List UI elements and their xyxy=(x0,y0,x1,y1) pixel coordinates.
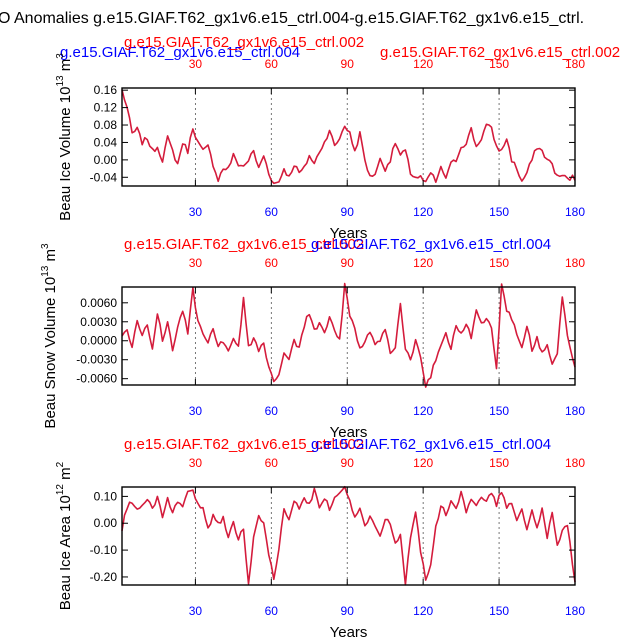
y-axis-title-text: Beau Ice Volume 10 xyxy=(57,87,74,221)
y-tick-label: -0.10 xyxy=(90,543,118,557)
y-axis-title-unit: m xyxy=(42,249,59,266)
x-axis-title: Years xyxy=(330,424,368,441)
case-title: g.e15.GIAF.T62_gx1v6.e15_ctrl.002 xyxy=(124,436,364,453)
x-axis-title: Years xyxy=(330,624,368,638)
y-tick-label: 0.12 xyxy=(94,101,118,115)
x-tick-label-bottom: 120 xyxy=(413,205,433,219)
x-tick-label-top: 180 xyxy=(565,456,585,470)
x-tick-label-bottom: 150 xyxy=(489,205,509,219)
y-tick-label: 0.00 xyxy=(94,153,118,167)
case-title: g.e15.GIAF.T62_gx1v6.e15_ctrl.004 xyxy=(311,436,551,453)
y-axis-title: Beau Ice Volume 1013 m3 xyxy=(55,53,74,221)
x-tick-label-top: 120 xyxy=(413,456,433,470)
series-line xyxy=(121,282,576,388)
y-axis-title-exp: 13 xyxy=(40,265,51,277)
x-tick-label-top: 90 xyxy=(341,256,355,270)
x-tick-label-bottom: 60 xyxy=(265,205,279,219)
y-axis-title: Beau Snow Volume 1013 m3 xyxy=(40,243,59,429)
case-title: g.e15.GIAF.T62_gx1v6.e15_ctrl.004 xyxy=(60,44,300,61)
y-axis-title-unit-exp: 3 xyxy=(40,243,51,249)
y-axis-title-unit-exp: 3 xyxy=(55,53,66,59)
case-title: g.e15.GIAF.T62_gx1v6.e15_ctrl.002 xyxy=(380,44,620,61)
x-tick-label-top: 150 xyxy=(489,456,509,470)
x-tick-label-top: 150 xyxy=(489,256,509,270)
x-tick-label-top: 90 xyxy=(341,57,355,71)
x-tick-label-top: 60 xyxy=(265,57,279,71)
y-tick-label: 0.16 xyxy=(94,83,118,97)
case-title: g.e15.GIAF.T62_gx1v6.e15_ctrl.004 xyxy=(311,236,551,253)
x-axis-title: Years xyxy=(330,225,368,242)
x-tick-label-bottom: 60 xyxy=(265,404,279,418)
x-tick-label-bottom: 150 xyxy=(489,404,509,418)
y-tick-label: -0.20 xyxy=(90,570,118,584)
panel-beau-ice-volume: g.e15.GIAF.T62_gx1v6.e15_ctrl.004g.e15.G… xyxy=(55,34,620,242)
series-line xyxy=(121,485,576,586)
x-tick-label-top: 120 xyxy=(413,256,433,270)
y-tick-label: -0.04 xyxy=(90,170,118,184)
x-tick-label-top: 180 xyxy=(565,256,585,270)
y-axis-title-text: Beau Ice Area 10 xyxy=(57,495,74,610)
x-tick-label-bottom: 90 xyxy=(341,604,355,618)
y-tick-label: 0.04 xyxy=(94,135,118,149)
x-tick-label-bottom: 180 xyxy=(565,404,585,418)
y-tick-label: 0.0060 xyxy=(80,296,117,310)
x-tick-label-top: 60 xyxy=(265,456,279,470)
y-tick-label: 0.08 xyxy=(94,118,118,132)
case-title: g.e15.GIAF.T62_gx1v6.e15_ctrl.002 xyxy=(124,236,364,253)
x-tick-label-bottom: 120 xyxy=(413,404,433,418)
y-tick-label: -0.0030 xyxy=(76,353,117,367)
x-tick-label-bottom: 120 xyxy=(413,604,433,618)
x-tick-label-top: 180 xyxy=(565,57,585,71)
series-line xyxy=(121,89,576,185)
y-axis-title-unit-exp: 2 xyxy=(55,461,66,467)
y-tick-label: 0.0000 xyxy=(80,334,117,348)
x-tick-label-bottom: 30 xyxy=(189,205,203,219)
y-tick-label: 0.00 xyxy=(94,516,118,530)
y-tick-label: 0.0030 xyxy=(80,315,117,329)
y-axis-title-exp: 12 xyxy=(55,484,66,496)
panel-beau-ice-area: g.e15.GIAF.T62_gx1v6.e15_ctrl.002g.e15.G… xyxy=(55,436,585,638)
x-tick-label-bottom: 90 xyxy=(341,205,355,219)
x-tick-label-bottom: 180 xyxy=(565,604,585,618)
y-axis-title-exp: 13 xyxy=(55,75,66,87)
x-tick-label-top: 30 xyxy=(189,57,203,71)
y-axis-title-text: Beau Snow Volume 10 xyxy=(42,277,59,429)
y-axis-title-unit: m xyxy=(57,59,74,76)
plot-frame xyxy=(121,486,576,586)
x-tick-label-bottom: 180 xyxy=(565,205,585,219)
x-tick-label-top: 150 xyxy=(489,57,509,71)
y-tick-label: 0.10 xyxy=(94,489,118,503)
x-tick-label-bottom: 60 xyxy=(265,604,279,618)
x-tick-label-top: 30 xyxy=(189,456,203,470)
plot-frame xyxy=(121,87,576,187)
x-tick-label-bottom: 90 xyxy=(341,404,355,418)
x-tick-label-top: 120 xyxy=(413,57,433,71)
x-tick-label-bottom: 30 xyxy=(189,404,203,418)
x-tick-label-top: 60 xyxy=(265,256,279,270)
figure-title: O Anomalies g.e15.GIAF.T62_gx1v6.e15_ctr… xyxy=(0,10,584,27)
plot-frame xyxy=(121,286,576,386)
y-tick-label: -0.0060 xyxy=(76,372,117,386)
y-axis-title: Beau Ice Area 1012 m2 xyxy=(55,461,74,610)
y-axis-title-unit: m xyxy=(57,467,74,484)
x-tick-label-bottom: 150 xyxy=(489,604,509,618)
case-title: g.e15.GIAF.T62_gx1v6.e15_ctrl.002 xyxy=(124,34,364,51)
x-tick-label-top: 30 xyxy=(189,256,203,270)
panel-beau-snow-volume: g.e15.GIAF.T62_gx1v6.e15_ctrl.002g.e15.G… xyxy=(40,236,585,441)
x-tick-label-top: 90 xyxy=(341,456,355,470)
x-tick-label-bottom: 30 xyxy=(189,604,203,618)
